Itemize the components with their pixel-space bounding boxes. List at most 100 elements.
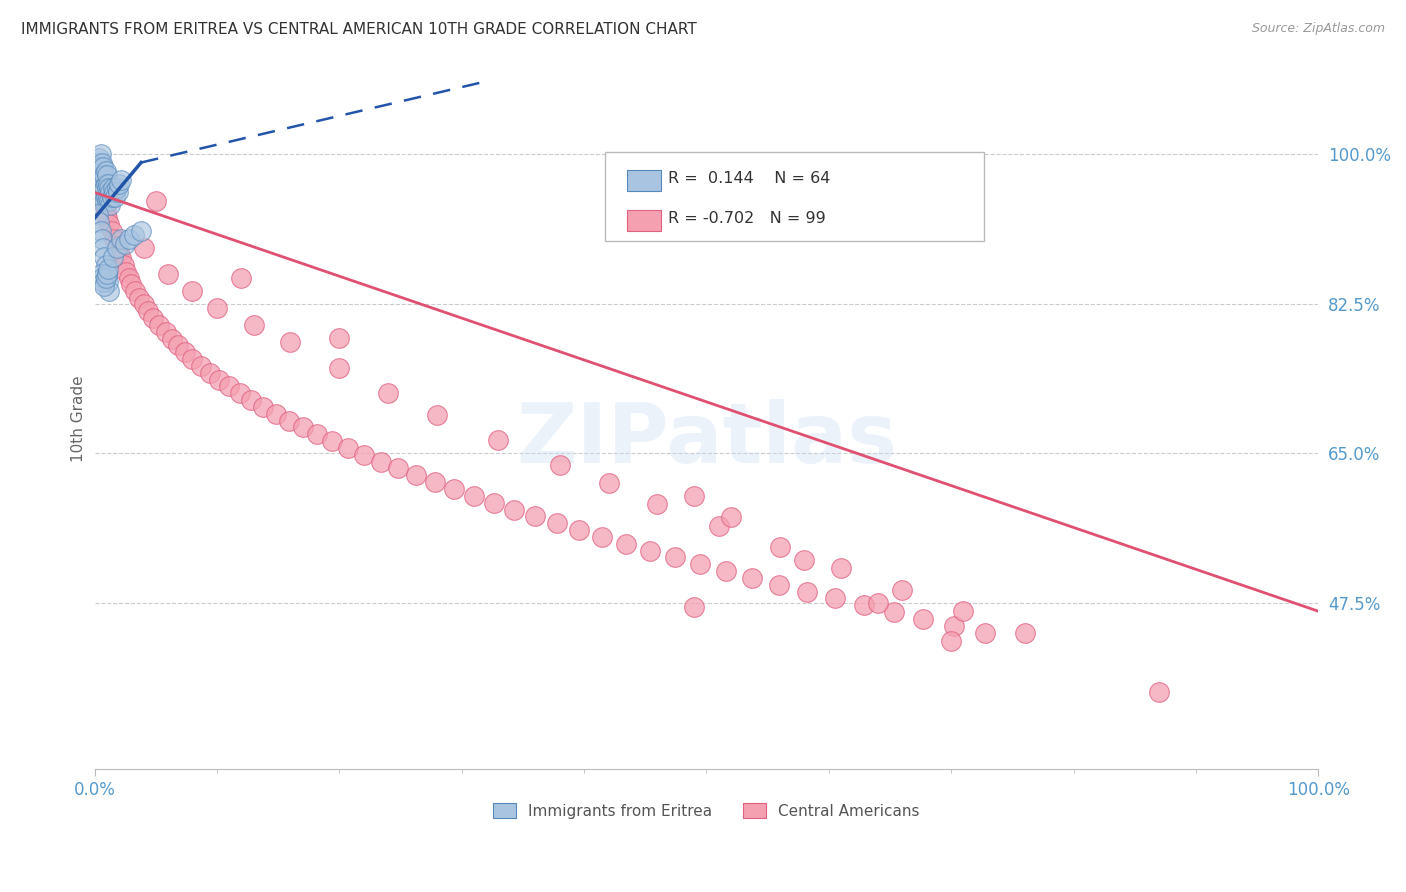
Point bbox=[891, 582, 914, 597]
Point bbox=[93, 250, 115, 264]
Text: Source: ZipAtlas.com: Source: ZipAtlas.com bbox=[1251, 22, 1385, 36]
Point bbox=[94, 258, 117, 272]
Point bbox=[866, 596, 889, 610]
Point bbox=[103, 186, 125, 200]
Point bbox=[156, 267, 179, 281]
Point bbox=[252, 400, 274, 414]
Point bbox=[793, 553, 815, 567]
Point bbox=[89, 164, 111, 178]
Point bbox=[90, 186, 112, 200]
Point bbox=[90, 181, 112, 195]
Point bbox=[638, 543, 661, 558]
Point bbox=[824, 591, 846, 606]
Point bbox=[142, 311, 165, 326]
Point bbox=[94, 205, 117, 219]
Point bbox=[591, 530, 613, 544]
Point bbox=[974, 625, 997, 640]
Point bbox=[110, 172, 132, 186]
Point bbox=[720, 510, 742, 524]
Point bbox=[89, 151, 111, 165]
Point bbox=[132, 241, 155, 255]
Point bbox=[741, 571, 763, 585]
Point bbox=[96, 169, 118, 183]
Point bbox=[321, 434, 343, 449]
Point bbox=[198, 366, 221, 380]
Text: R = -0.702   N = 99: R = -0.702 N = 99 bbox=[668, 211, 825, 227]
Point bbox=[1147, 685, 1170, 699]
Point bbox=[278, 414, 301, 428]
Point bbox=[96, 267, 118, 281]
Point bbox=[87, 155, 110, 169]
Point bbox=[90, 224, 112, 238]
Point bbox=[229, 386, 252, 401]
Point bbox=[96, 181, 118, 195]
Point bbox=[208, 373, 231, 387]
Point bbox=[768, 578, 790, 592]
Legend: Immigrants from Eritrea, Central Americans: Immigrants from Eritrea, Central America… bbox=[486, 797, 925, 825]
Point bbox=[181, 284, 204, 298]
Text: ZIPatlas: ZIPatlas bbox=[516, 400, 897, 481]
Point bbox=[1014, 625, 1036, 640]
Point bbox=[377, 386, 399, 401]
Point bbox=[86, 160, 108, 174]
Point bbox=[124, 284, 146, 298]
Point bbox=[118, 232, 141, 246]
Point bbox=[952, 604, 974, 618]
Point bbox=[105, 239, 128, 253]
Point bbox=[830, 561, 852, 575]
Point bbox=[90, 155, 112, 169]
Point bbox=[87, 207, 110, 221]
Point bbox=[87, 169, 110, 183]
Point bbox=[91, 186, 114, 200]
Point bbox=[941, 634, 963, 648]
Point bbox=[87, 169, 110, 183]
Point bbox=[91, 172, 114, 186]
Point bbox=[568, 523, 591, 537]
Point bbox=[160, 332, 183, 346]
Point bbox=[90, 232, 112, 246]
Point bbox=[93, 194, 115, 208]
Point bbox=[524, 509, 547, 524]
Point bbox=[97, 190, 120, 204]
Point bbox=[96, 194, 118, 208]
Point bbox=[683, 489, 706, 503]
Point bbox=[101, 250, 124, 264]
Point bbox=[240, 393, 263, 408]
Text: IMMIGRANTS FROM ERITREA VS CENTRAL AMERICAN 10TH GRADE CORRELATION CHART: IMMIGRANTS FROM ERITREA VS CENTRAL AMERI… bbox=[21, 22, 697, 37]
Point bbox=[218, 379, 240, 393]
Point bbox=[264, 407, 287, 421]
Y-axis label: 10th Grade: 10th Grade bbox=[72, 376, 86, 462]
Point bbox=[112, 258, 135, 272]
Point bbox=[110, 252, 132, 266]
Point bbox=[93, 169, 115, 183]
Point bbox=[353, 448, 375, 462]
Point bbox=[100, 224, 122, 238]
Point bbox=[546, 516, 568, 531]
Point bbox=[614, 537, 637, 551]
Point bbox=[853, 598, 876, 612]
Point bbox=[689, 558, 711, 572]
Point bbox=[120, 277, 142, 291]
Point bbox=[108, 177, 131, 191]
Point bbox=[104, 190, 127, 204]
Point bbox=[94, 177, 117, 191]
Point bbox=[443, 482, 465, 496]
Point bbox=[90, 147, 112, 161]
Point bbox=[387, 461, 409, 475]
Point bbox=[291, 420, 314, 434]
Point bbox=[482, 496, 505, 510]
Point bbox=[942, 618, 965, 632]
Point bbox=[503, 502, 526, 516]
Point bbox=[166, 338, 188, 352]
Point bbox=[486, 434, 509, 448]
Point bbox=[328, 331, 350, 345]
Point bbox=[280, 334, 302, 349]
Point bbox=[181, 352, 204, 367]
Point bbox=[91, 191, 114, 205]
Point bbox=[90, 194, 112, 208]
Point bbox=[796, 584, 818, 599]
Point bbox=[90, 169, 112, 183]
Point bbox=[138, 304, 160, 318]
Point bbox=[110, 232, 132, 246]
Point bbox=[98, 194, 121, 208]
